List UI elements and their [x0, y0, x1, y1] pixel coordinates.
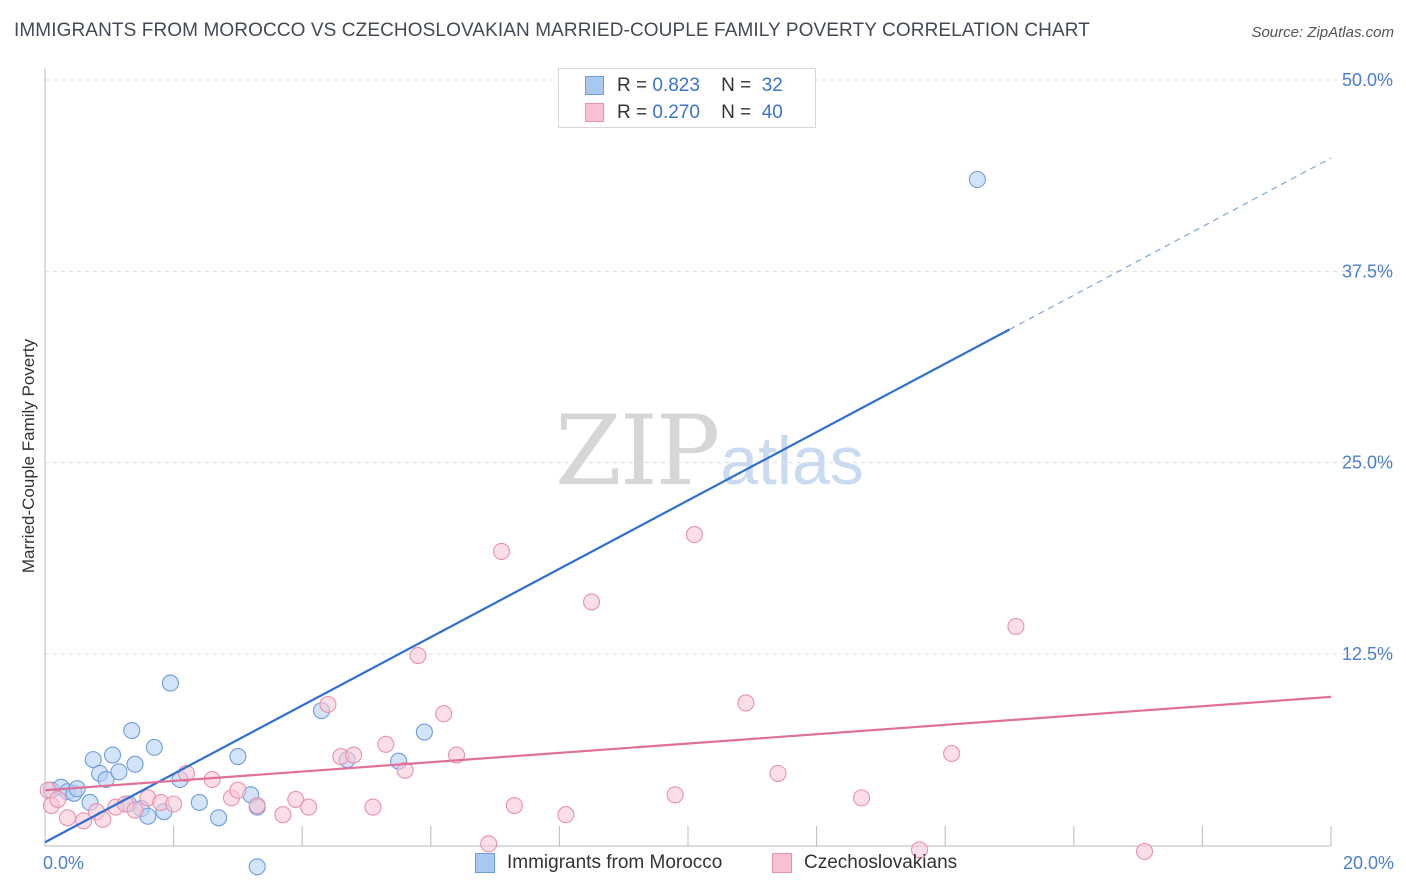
point-morocco	[126, 755, 144, 773]
point-czechoslovakians	[319, 695, 337, 714]
series-swatch-czechoslovakians	[772, 853, 792, 873]
point-czechoslovakians	[666, 786, 684, 804]
x-tick-label: 20.0%	[1343, 853, 1394, 873]
point-czechoslovakians	[377, 735, 395, 753]
point-morocco	[110, 763, 128, 781]
point-morocco	[161, 674, 179, 692]
point-morocco	[97, 770, 115, 789]
legend-n-label-czechoslovakians: N =	[721, 102, 752, 123]
point-morocco	[210, 809, 228, 827]
point-czechoslovakians	[492, 542, 511, 560]
point-czechoslovakians	[345, 746, 363, 764]
point-morocco	[415, 723, 433, 741]
source-credit: Source: ZipAtlas.com	[1251, 24, 1394, 41]
point-morocco	[190, 793, 208, 812]
point-czechoslovakians	[480, 835, 498, 853]
series-swatch-morocco	[475, 853, 495, 873]
point-morocco	[968, 170, 986, 189]
point-czechoslovakians	[1007, 617, 1025, 635]
point-czechoslovakians	[248, 796, 266, 815]
x-tick-label: 0.0%	[43, 853, 84, 873]
point-morocco	[103, 746, 122, 764]
point-morocco	[145, 738, 163, 756]
legend-r-label-czechoslovakians: R =	[617, 102, 648, 123]
point-czechoslovakians	[769, 764, 787, 782]
point-czechoslovakians	[582, 593, 601, 611]
legend-r-label-morocco: R =	[617, 75, 648, 96]
point-czechoslovakians	[229, 781, 247, 799]
legend-row-czechoslovakians: R = 0.270 N = 40	[585, 101, 783, 125]
legend-row-morocco: R = 0.823 N = 32	[585, 74, 783, 98]
point-czechoslovakians	[409, 646, 427, 665]
point-czechoslovakians	[505, 796, 523, 815]
legend-n-value-morocco: 32	[761, 75, 783, 96]
point-czechoslovakians	[165, 795, 183, 813]
point-czechoslovakians	[910, 841, 929, 859]
point-czechoslovakians	[58, 809, 77, 827]
legend-n-value-czechoslovakians: 40	[761, 102, 783, 123]
point-czechoslovakians	[274, 806, 292, 824]
point-czechoslovakians	[287, 790, 305, 808]
point-czechoslovakians	[396, 761, 414, 779]
point-czechoslovakians	[1135, 842, 1154, 861]
y-tick-label: 12.5%	[1342, 644, 1393, 664]
point-czechoslovakians	[49, 790, 67, 808]
series-legend-czechoslovakians: Czechoslovakians	[772, 852, 957, 874]
legend-swatch-morocco	[585, 76, 604, 95]
correlation-legend: R = 0.823 N = 32 R = 0.270 N = 40	[558, 68, 816, 128]
point-morocco	[84, 751, 102, 769]
y-tick-label: 25.0%	[1342, 453, 1393, 473]
y-tick-label: 50.0%	[1342, 70, 1393, 90]
point-czechoslovakians	[853, 789, 871, 807]
series-label-morocco: Immigrants from Morocco	[507, 852, 723, 873]
trendline-czechoslovakians	[44, 695, 1332, 792]
trendline-morocco-projection	[1009, 157, 1332, 331]
point-czechoslovakians	[300, 798, 318, 816]
point-czechoslovakians	[364, 798, 382, 816]
legend-r-value-czechoslovakians: 0.270	[652, 102, 700, 123]
point-czechoslovakians	[685, 526, 703, 544]
legend-n-label-morocco: N =	[721, 75, 752, 96]
point-morocco	[248, 858, 266, 876]
series-label-czechoslovakians: Czechoslovakians	[804, 852, 958, 873]
point-morocco	[123, 721, 141, 740]
point-czechoslovakians	[737, 694, 755, 712]
point-czechoslovakians	[943, 744, 961, 763]
legend-r-value-morocco: 0.823	[652, 75, 700, 96]
point-czechoslovakians	[435, 705, 453, 723]
chart-title: IMMIGRANTS FROM MOROCCO VS CZECHOSLOVAKI…	[14, 20, 1090, 41]
point-czechoslovakians	[557, 806, 575, 824]
series-legend-morocco: Immigrants from Morocco	[475, 852, 722, 874]
y-tick-label: 37.5%	[1342, 261, 1393, 281]
point-morocco	[229, 748, 247, 766]
legend-swatch-czechoslovakians	[585, 103, 604, 122]
point-czechoslovakians	[126, 801, 144, 819]
trendline-morocco	[44, 328, 1011, 844]
